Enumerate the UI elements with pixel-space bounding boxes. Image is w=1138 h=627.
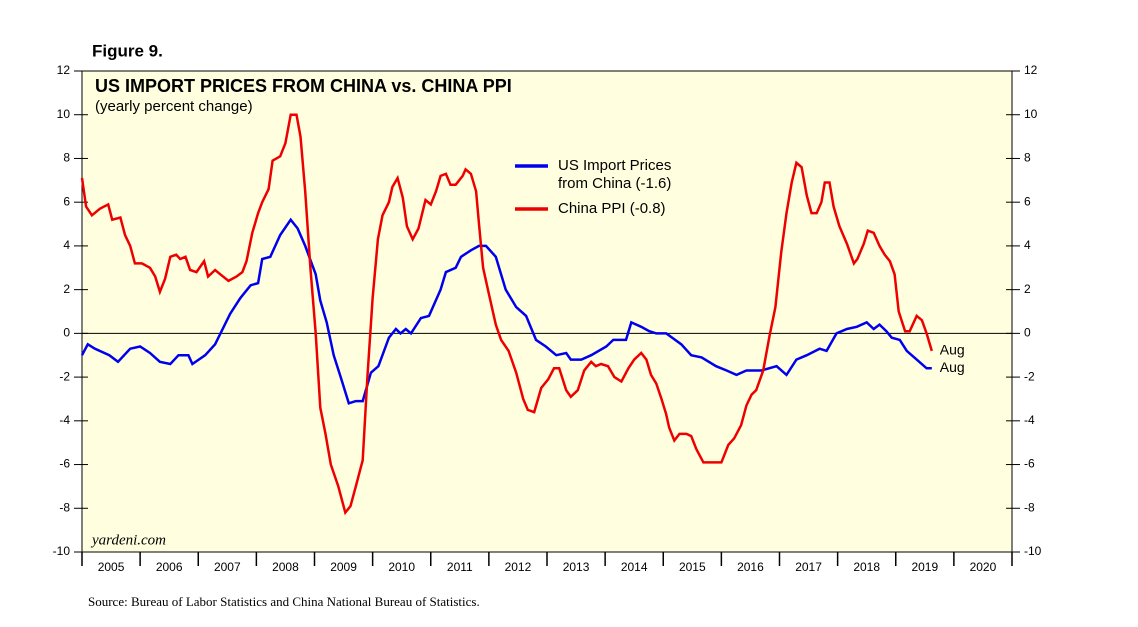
x-tick-label: 2014: [621, 560, 648, 574]
legend-entry: US Import Prices from China (-1.6): [558, 157, 672, 192]
x-tick-label: 2009: [330, 560, 357, 574]
x-tick-label: 2019: [911, 560, 938, 574]
y-tick-label: -2: [59, 369, 70, 383]
legend-entry: China PPI (-0.8): [558, 200, 666, 217]
y2-tick-label: -6: [1024, 457, 1035, 471]
x-tick-label: 2006: [156, 560, 183, 574]
y2-tick-label: 10: [1024, 107, 1038, 121]
y-tick-label: 10: [57, 107, 71, 121]
watermark: yardeni.com: [90, 532, 166, 548]
end-label: Aug: [940, 342, 965, 358]
x-tick-label: 2020: [970, 560, 997, 574]
y-tick-label: 0: [63, 326, 70, 340]
x-tick-label: 2018: [853, 560, 880, 574]
x-tick-label: 2012: [505, 560, 532, 574]
plot-area: [81, 70, 1013, 553]
x-tick-label: 2011: [447, 560, 473, 574]
y-tick-label: 4: [63, 238, 70, 252]
y-tick-label: -10: [53, 544, 71, 558]
series-line: [80, 113, 933, 516]
y2-tick-label: -2: [1024, 369, 1035, 383]
y2-tick-label: 4: [1024, 238, 1031, 252]
y-tick-label: -8: [59, 500, 70, 514]
figure-label: Figure 9.: [92, 41, 163, 60]
end-label: Aug: [940, 359, 965, 375]
y2-tick-label: 0: [1024, 326, 1031, 340]
y2-tick-label: -8: [1024, 500, 1035, 514]
x-tick-label: 2008: [272, 560, 299, 574]
y2-tick-label: 2: [1024, 282, 1031, 296]
x-tick-label: 2016: [737, 560, 764, 574]
x-tick-label: 2007: [214, 560, 241, 574]
y-tick-label: 6: [63, 194, 70, 208]
x-tick-label: 2017: [795, 560, 822, 574]
y2-tick-label: -4: [1024, 413, 1035, 427]
y-tick-label: 8: [63, 151, 70, 165]
source: Source: Bureau of Labor Statistics and C…: [88, 594, 480, 609]
y2-tick-label: 12: [1024, 63, 1038, 77]
x-tick-label: 2013: [563, 560, 590, 574]
chart-title: US IMPORT PRICES FROM CHINA vs. CHINA PP…: [95, 76, 512, 96]
y-tick-label: -4: [59, 413, 70, 427]
y-tick-label: 2: [63, 282, 70, 296]
y2-tick-label: 6: [1024, 194, 1031, 208]
y-tick-label: -6: [59, 457, 70, 471]
y2-tick-label: -10: [1024, 544, 1042, 558]
chart-subtitle: (yearly percent change): [95, 98, 253, 115]
series-line: [80, 217, 932, 405]
x-tick-label: 2005: [98, 560, 125, 574]
y2-tick-label: 8: [1024, 151, 1031, 165]
y-tick-label: 12: [57, 63, 71, 77]
x-tick-label: 2010: [388, 560, 415, 574]
x-tick-label: 2015: [679, 560, 706, 574]
